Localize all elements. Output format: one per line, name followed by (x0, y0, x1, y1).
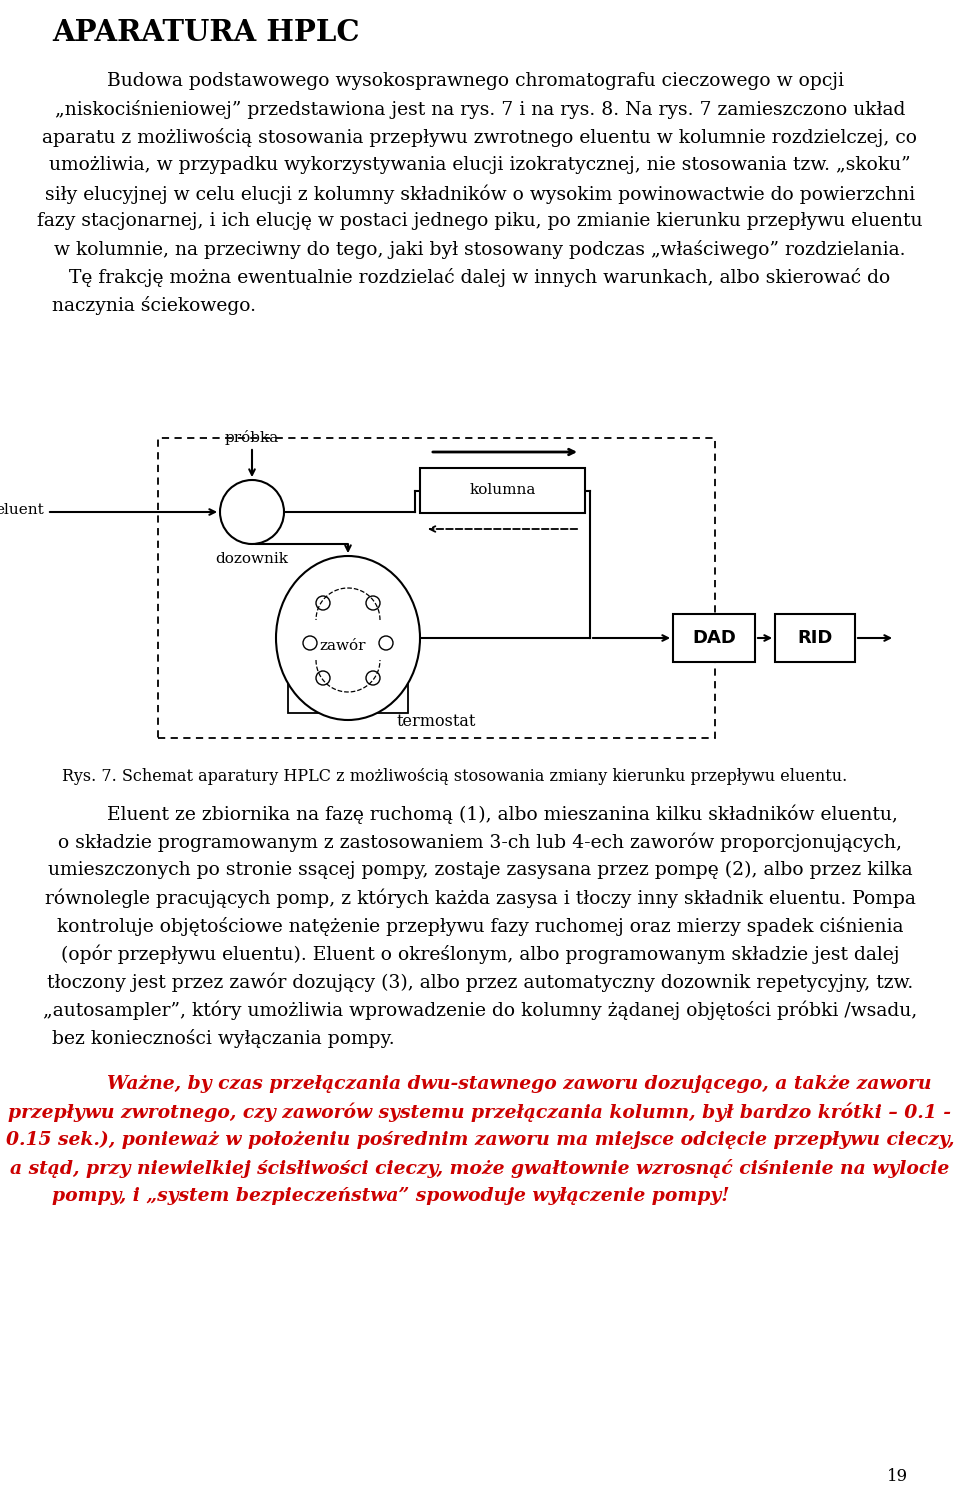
Text: umieszczonych po stronie ssącej pompy, zostaje zasysana przez pompę (2), albo pr: umieszczonych po stronie ssącej pompy, z… (48, 860, 912, 879)
Bar (158, 439, 715, 738)
Text: aparatu z możliwością stosowania przepływu zwrotnego eluentu w kolumnie rozdziel: aparatu z możliwością stosowania przepły… (42, 128, 918, 148)
Text: próbka: próbka (225, 429, 279, 445)
Bar (288, 598, 408, 713)
Text: kontroluje objętościowe natężenie przepływu fazy ruchomej oraz mierzy spadek ciś: kontroluje objętościowe natężenie przepł… (57, 916, 903, 936)
Circle shape (366, 595, 380, 610)
Circle shape (379, 636, 393, 650)
Bar (673, 613, 755, 662)
Text: umożliwia, w przypadku wykorzystywania elucji izokratycznej, nie stosowania tzw.: umożliwia, w przypadku wykorzystywania e… (49, 157, 911, 173)
Text: Tę frakcję można ewentualnie rozdzielać dalej w innych warunkach, albo skierować: Tę frakcję można ewentualnie rozdzielać … (69, 268, 891, 286)
Text: równolegle pracujących pomp, z których każda zasysa i tłoczy inny składnik eluen: równolegle pracujących pomp, z których k… (44, 889, 916, 909)
Text: Rys. 7. Schemat aparatury HPLC z możliwością stosowania zmiany kierunku przepływ: Rys. 7. Schemat aparatury HPLC z możliwo… (62, 769, 848, 785)
Text: (opór przepływu eluentu). Eluent o określonym, albo programowanym składzie jest : (opór przepływu eluentu). Eluent o okreś… (60, 945, 900, 964)
Text: termostat: termostat (396, 713, 476, 729)
Text: o składzie programowanym z zastosowaniem 3-ch lub 4-ech zaworów proporcjonującyc: o składzie programowanym z zastosowaniem… (58, 833, 902, 853)
Text: Budowa podstawowego wysokosprawnego chromatografu cieczowego w opcji: Budowa podstawowego wysokosprawnego chro… (107, 72, 844, 90)
Text: eluent: eluent (0, 503, 44, 517)
Text: APARATURA HPLC: APARATURA HPLC (52, 18, 359, 47)
Text: siły elucyjnej w celu elucji z kolumny składników o wysokim powinowactwie do pow: siły elucyjnej w celu elucji z kolumny s… (45, 184, 915, 203)
Text: tłoczony jest przez zawór dozujący (3), albo przez automatyczny dozownik repetyc: tłoczony jest przez zawór dozujący (3), … (47, 974, 913, 993)
Text: RID: RID (798, 628, 832, 647)
Ellipse shape (276, 556, 420, 720)
Text: dozownik: dozownik (215, 552, 289, 567)
Circle shape (366, 671, 380, 686)
Text: Ważne, by czas przełączania dwu-stawnego zaworu dozującego, a także zaworu: Ważne, by czas przełączania dwu-stawnego… (107, 1074, 931, 1093)
Text: fazy stacjonarnej, i ich elucję w postaci jednego piku, po zmianie kierunku prze: fazy stacjonarnej, i ich elucję w postac… (37, 212, 923, 231)
Text: DAD: DAD (692, 628, 736, 647)
Text: „niskociśnieniowej” przedstawiona jest na rys. 7 i na rys. 8. Na rys. 7 zamieszc: „niskociśnieniowej” przedstawiona jest n… (55, 99, 905, 119)
Text: w kolumnie, na przeciwny do tego, jaki był stosowany podczas „właściwego” rozdzi: w kolumnie, na przeciwny do tego, jaki b… (55, 240, 905, 259)
Text: a stąd, przy niewielkiej ścisłiwości cieczy, może gwałtownie wzrosnąć ciśnienie : a stąd, przy niewielkiej ścisłiwości cie… (11, 1159, 949, 1178)
Circle shape (220, 481, 284, 544)
Bar (775, 613, 855, 662)
Text: kolumna: kolumna (469, 484, 536, 497)
Text: przepływu zwrotnego, czy zaworów systemu przełączania kolumn, był bardzo krótki : przepływu zwrotnego, czy zaworów systemu… (9, 1103, 951, 1123)
Text: naczynia ściekowego.: naczynia ściekowego. (52, 295, 256, 315)
Circle shape (316, 671, 330, 686)
Text: 19: 19 (887, 1468, 908, 1484)
Text: „autosampler”, który umożliwia wprowadzenie do kolumny żądanej objętości próbki : „autosampler”, który umożliwia wprowadze… (43, 1001, 917, 1020)
Text: zawór: zawór (320, 639, 367, 653)
Circle shape (316, 595, 330, 610)
Text: bez konieczności wyłączania pompy.: bez konieczności wyłączania pompy. (52, 1029, 395, 1047)
Text: pompy, i „system bezpieczeństwa” spowoduje wyłączenie pompy!: pompy, i „system bezpieczeństwa” spowodu… (52, 1188, 730, 1206)
Text: 0.15 sek.), ponieważ w położeniu pośrednim zaworu ma miejsce odcięcie przepływu : 0.15 sek.), ponieważ w położeniu pośredn… (6, 1130, 954, 1150)
Text: Eluent ze zbiornika na fazę ruchomą (1), albo mieszanina kilku składników eluent: Eluent ze zbiornika na fazę ruchomą (1),… (107, 805, 898, 824)
Circle shape (303, 636, 317, 650)
Bar (420, 469, 585, 512)
